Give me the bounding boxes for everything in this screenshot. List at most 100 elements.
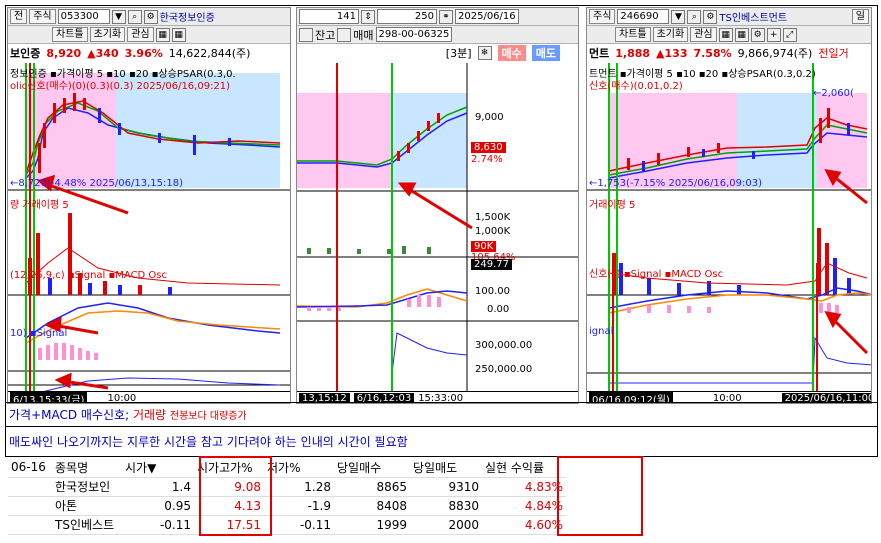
price-change: ▲340 [87, 46, 119, 60]
volume-legend: 량 거래이평 5 [10, 200, 69, 211]
table-header: 06-16 종목명 시가▼ 시가고가% 저가% 당일매수 당일매도 실현 수익률 [8, 458, 566, 478]
checkbox-balance[interactable] [299, 27, 313, 42]
col-high-pct[interactable]: 시가고가% [194, 458, 264, 478]
search-icon[interactable]: ⌕ [127, 9, 142, 24]
toolbar-second: 차트틀 초기화 관심 ▦ ▦ [8, 26, 290, 44]
grid-alt-icon[interactable]: ▦ [734, 27, 749, 42]
col-return[interactable]: 실현 수익률 [482, 458, 566, 478]
table-row[interactable]: 한국정보인 1.4 9.08 1.28 8865 9310 4.83% [8, 477, 566, 497]
chart-panel-2: 141 ⇕ 250 ⚭ 2025/06/16 잔고 매매 298-00-0632… [296, 7, 579, 404]
stock-code-input[interactable]: 053300 [57, 9, 110, 24]
toolbar-second: 차트틀 초기화 관심 ▦ ▦ ⚙ + ⤢ [587, 26, 871, 44]
time-axis: 6/13,15:33(금) 10:00 [8, 391, 290, 404]
link-icon[interactable]: ⚭ [439, 9, 453, 24]
price-tick-9000: 9,000 [475, 112, 504, 123]
axis-start: 6/13,15:33(금) [10, 391, 88, 403]
expand-icon[interactable]: ⤢ [782, 27, 797, 42]
col-open[interactable]: 시가▼ [122, 458, 194, 478]
macd-tick-current: 249.77 [471, 259, 512, 270]
volume-value: 14,622,844(주) [168, 47, 251, 60]
chart-collage: 전 주식 053300 ▼ ⌕ ⚙ 한국정보인증 차트틀 초기화 관심 ▦ ▦ … [5, 5, 878, 457]
signal-pane-legend: 10) ▪Signal [10, 328, 68, 339]
account-input[interactable]: 298-00-06325 [375, 27, 453, 42]
chart-frame-button[interactable]: 차트틀 [615, 27, 651, 42]
market-tab[interactable]: 주식 [589, 9, 616, 24]
low-marker-label: ←8,720(-4.48% 2025/06/13,15:18) [10, 178, 183, 189]
macd-tick-0: 0.00 [487, 304, 510, 315]
settings-icon[interactable]: ⚙ [143, 9, 158, 24]
dropdown-icon[interactable]: ▼ [671, 9, 686, 24]
reset-button[interactable]: 초기화 [652, 27, 689, 42]
axis-start: 13,15:12 [299, 393, 350, 403]
macd-tick-100: 100.00 [475, 286, 510, 297]
grid-alt-icon[interactable]: ▦ [171, 27, 186, 42]
col-date[interactable]: 06-16 [8, 458, 52, 478]
watch-button[interactable]: 관심 [127, 27, 154, 42]
col-low-pct[interactable]: 저가% [264, 458, 334, 478]
col-buy[interactable]: 당일매수 [334, 458, 410, 478]
reset-button[interactable]: 초기화 [89, 27, 126, 42]
watch-button[interactable]: 관심 [690, 27, 717, 42]
col-sell[interactable]: 당일매도 [410, 458, 482, 478]
stepper-icon[interactable]: ⇕ [361, 9, 375, 24]
chart-frame-button[interactable]: 차트틀 [52, 27, 88, 42]
sell-button[interactable]: 매도 [531, 45, 560, 61]
dropdown-icon[interactable]: ▼ [111, 9, 126, 24]
chart-canvas [8, 63, 290, 393]
price-input[interactable]: 250 [377, 9, 437, 24]
time-axis: 13,15:12 6/16,12:03 15:33:00 [297, 391, 578, 403]
price-change: ▲133 [656, 46, 688, 60]
settings-icon[interactable]: ❄ [477, 46, 492, 60]
axis-tick: 10:00 [107, 393, 137, 404]
highlight-box-high-pct [199, 456, 272, 536]
search-icon[interactable]: ⌕ [687, 9, 702, 24]
macd-legend: 신호(c) ▪Signal ▪MACD Osc [589, 269, 724, 280]
trade-table: 06-16 종목명 시가▼ 시가고가% 저가% 당일매수 당일매도 실현 수익률… [8, 458, 566, 535]
interval-label: [3분] [445, 47, 472, 60]
table-row[interactable]: 아톤 0.95 4.13 -1.9 8408 8830 4.84% [8, 496, 566, 516]
price-bar: 보인증 8,920 ▲340 3.96% 14,622,844(주) [8, 45, 290, 61]
stock-code-input[interactable]: 246690 [617, 9, 670, 24]
qty-input[interactable]: 141 [299, 9, 359, 24]
checkbox-trade[interactable] [337, 27, 352, 42]
chart-panel-1: 전 주식 053300 ▼ ⌕ ⚙ 한국정보인증 차트틀 초기화 관심 ▦ ▦ … [7, 7, 291, 404]
grid-icon[interactable]: ▦ [718, 27, 733, 42]
settings-icon[interactable]: ⚙ [750, 27, 765, 42]
vol-tick-1500k: 1,500K [475, 212, 511, 223]
chart-panel-3: 주식 246690 ▼ ⌕ ⚙ TS인베스트먼트 일 차트틀 초기화 관심 ▦ … [586, 7, 872, 404]
col-name[interactable]: 종목명 [52, 458, 122, 478]
grid-icon[interactable]: ▦ [155, 27, 170, 42]
volume-legend: 거래이평 5 [589, 200, 636, 211]
vol-tick-1000k: 1,000K [475, 226, 511, 237]
plus-icon[interactable]: + [766, 27, 781, 42]
signal-pane-legend: ignal [589, 326, 614, 337]
balance-label: 잔고 [315, 28, 336, 42]
signal-legend: olic신호(매수)(0)(0.3)(0.3) 2025/06/16,09:21… [10, 81, 231, 92]
chart-canvas [587, 63, 871, 393]
signal-legend: 신호(매수)(0.01,0.2) [589, 81, 683, 92]
prev-volume-label: 전일거 [818, 47, 849, 60]
high-marker-label: ←2,060( [813, 88, 854, 99]
day-button[interactable]: 일 [851, 9, 869, 24]
highlight-box-return [557, 456, 643, 536]
table-row[interactable]: TS인베스트 -0.11 17.51 -0.11 1999 2000 4.60% [8, 515, 566, 535]
sig-tick-300k: 300,000.00 [475, 340, 533, 351]
date-input[interactable]: 2025/06/16 [455, 9, 519, 24]
note-signal-text: 가격+MACD 매수신호; [9, 408, 130, 422]
market-tab[interactable]: 주식 [29, 9, 56, 24]
buy-button[interactable]: 매수 [497, 45, 526, 61]
price-bar: 먼트 1,888 ▲133 7.58% 9,866,974(주) 전일거 [587, 45, 871, 61]
chart-canvas [297, 63, 578, 393]
sig-tick-250k: 250,000.00 [475, 364, 533, 375]
toolbar-top: 141 ⇕ 250 ⚭ 2025/06/16 [297, 8, 578, 26]
axis-start: 06/16,09:12(월) [589, 391, 673, 403]
price-tick-current: 8,630 [471, 142, 506, 153]
axis-mid: 6/16,12:03 [353, 393, 415, 403]
stock-name: TS인베스트먼트 [719, 13, 788, 24]
low-marker-label: ←1,753(-7.15% 2025/06/16,09:03) [589, 178, 762, 189]
trade-label: 매매 [353, 28, 374, 42]
stock-short-name: 보인증 [10, 47, 41, 60]
prev-button[interactable]: 전 [10, 9, 28, 24]
vol-tick-current: 90K [471, 241, 497, 252]
settings-icon[interactable]: ⚙ [703, 9, 718, 24]
